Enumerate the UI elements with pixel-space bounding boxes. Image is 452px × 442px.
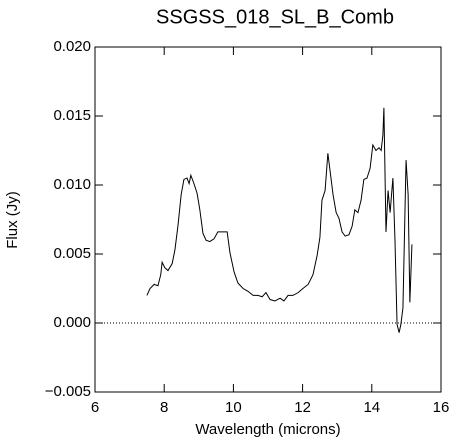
plot-frame bbox=[94, 46, 442, 393]
y-tick-label: 0.020 bbox=[53, 38, 91, 55]
x-axis-label: Wavelength (microns) bbox=[195, 421, 340, 438]
x-tick-label: 10 bbox=[225, 399, 242, 416]
x-tick-label: 14 bbox=[363, 399, 380, 416]
y-axis-label: Flux (Jy) bbox=[4, 191, 21, 249]
y-tick-label: 0.000 bbox=[53, 314, 91, 331]
x-tick-label: 8 bbox=[160, 399, 168, 416]
y-tick-label: −0.005 bbox=[45, 383, 91, 400]
y-tick-label: 0.015 bbox=[53, 107, 91, 124]
x-tick-label: 16 bbox=[433, 399, 450, 416]
x-tick-label: 12 bbox=[294, 399, 311, 416]
x-tick-label: 6 bbox=[91, 399, 99, 416]
chart-title: SSGSS_018_SL_B_Comb bbox=[156, 6, 394, 28]
y-tick-label: 0.010 bbox=[53, 176, 91, 193]
spectrum-line bbox=[146, 107, 413, 333]
y-tick-label: 0.005 bbox=[53, 245, 91, 262]
